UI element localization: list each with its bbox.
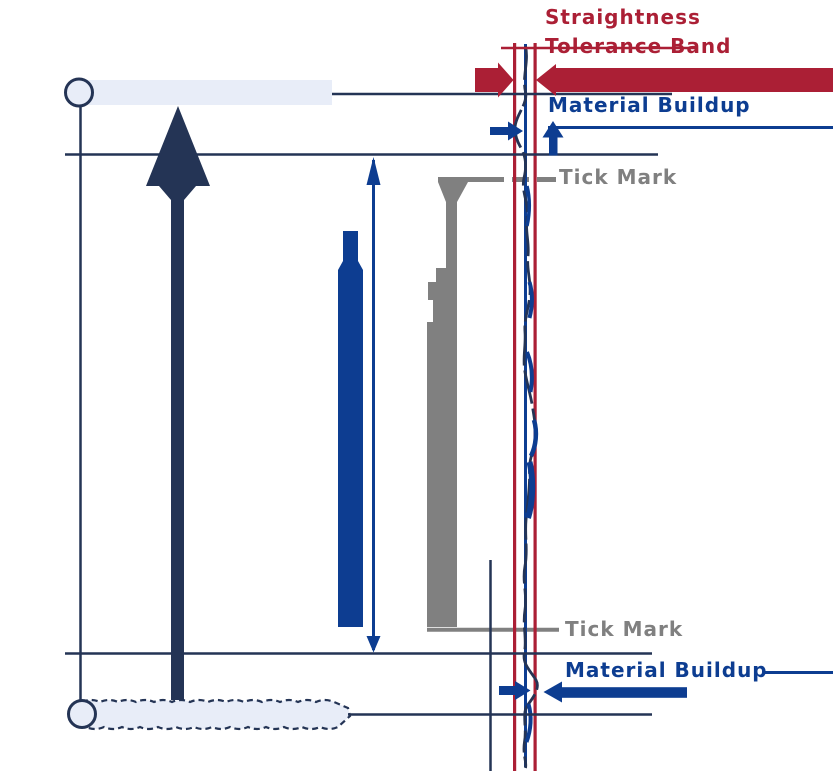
buildup-arc-4 xyxy=(528,419,539,458)
dimension-arrowhead-up xyxy=(366,157,381,185)
measurement-arrow xyxy=(146,106,210,700)
buildup-top-uparrow-head xyxy=(542,121,564,138)
buildup-arc-5 xyxy=(525,461,536,519)
tolerance-line-right xyxy=(533,43,537,771)
buildup-top-arrow-left xyxy=(490,121,523,141)
surface-bottom-bar xyxy=(80,698,352,731)
buildup-top-uparrow-shaft xyxy=(549,137,558,156)
tick-marks xyxy=(427,177,559,632)
buildup-bottom-arrow-right-head xyxy=(543,681,562,703)
surface-bottom-roller xyxy=(67,699,97,729)
straightedge-top-bar xyxy=(79,80,332,105)
material-buildup-bottom-label: Material Buildup xyxy=(565,658,768,682)
material-buildup-bottom-callout xyxy=(499,671,833,703)
buildup-arc-3 xyxy=(525,351,534,393)
buildup-bottom-arrow-left xyxy=(499,681,531,700)
tolerance-arrow-right-head xyxy=(536,64,556,96)
tick-mark-top-label: Tick Mark xyxy=(559,165,677,189)
trace-buildup-highlights xyxy=(524,185,539,743)
buildup-arc-2 xyxy=(527,281,534,319)
pencil-bar-blue xyxy=(338,231,363,627)
buildup-arc-1 xyxy=(525,185,531,227)
tolerance-band-callout xyxy=(475,46,833,98)
straightedge-top xyxy=(64,77,332,108)
buildup-arc-6 xyxy=(524,703,533,743)
tolerance-band-bar xyxy=(554,68,833,92)
tick-mark-bottom-label: Tick Mark xyxy=(565,617,683,641)
straightedge-top-roller xyxy=(64,77,94,108)
material-buildup-top-callout xyxy=(490,121,833,156)
straightness-label-line2: Tolerance Band xyxy=(545,34,731,58)
surface-trace xyxy=(513,45,539,769)
straightness-label-line1: Straightness xyxy=(545,5,701,29)
tolerance-arrow-left xyxy=(475,62,514,98)
tick-mark-pencil-bar xyxy=(427,182,468,627)
buildup-bottom-arrow-right-bar xyxy=(560,687,687,698)
surface-bottom xyxy=(67,698,352,731)
dimension-line xyxy=(366,157,381,653)
reference-line xyxy=(524,44,527,767)
material-buildup-top-label: Material Buildup xyxy=(548,93,751,117)
tolerance-line-left xyxy=(513,43,517,771)
dimension-arrowhead-down xyxy=(366,636,381,653)
